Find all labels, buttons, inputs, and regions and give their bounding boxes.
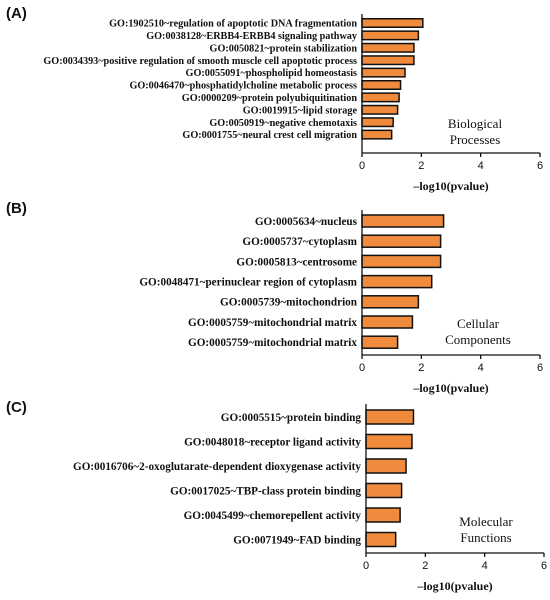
category-label: GO:0048018~receptor ligand activity <box>184 436 361 448</box>
x-tick-label: 0 <box>363 560 369 572</box>
bar <box>361 129 393 140</box>
category-labels: GO:0005634~nucleus GO:0005737~cytoplasm GO… <box>139 216 357 349</box>
x-ticks: 0 2 4 6 <box>359 355 543 374</box>
bar <box>361 254 442 269</box>
x-tick-label: 0 <box>359 160 365 172</box>
category-label: GO:0038128~ERBB4-ERBB4 signaling pathway <box>146 31 357 42</box>
category-label: GO:0000209~protein polyubiquitination <box>182 93 358 104</box>
x-ticks: 0 2 4 6 <box>363 553 547 572</box>
x-axis-title: –log10(pvalue) <box>412 381 488 395</box>
panel-b: (B) GO:0005634~nucleus GO:0005737~cytopla… <box>6 200 543 395</box>
category-label: GO:0017025~TBP-class protein binding <box>170 485 361 497</box>
bar <box>361 18 424 28</box>
bar <box>361 92 400 103</box>
category-label: GO:0005759~mitochondrial matrix <box>188 317 357 329</box>
category-label: GO:0005634~nucleus <box>255 216 358 228</box>
bar <box>365 507 401 523</box>
annotation-line-2: Processes <box>450 132 501 147</box>
panel-label: (B) <box>6 200 27 217</box>
bar <box>361 117 394 128</box>
x-ticks: 0 2 4 6 <box>359 153 543 172</box>
x-tick-label: 2 <box>418 160 424 172</box>
category-label: GO:0005515~protein binding <box>221 412 362 424</box>
category-label: GO:1902510~regulation of apoptotic DNA f… <box>109 19 357 30</box>
panel-label: (A) <box>6 5 27 22</box>
x-tick-label: 2 <box>422 560 428 572</box>
bar <box>361 42 415 53</box>
category-label: GO:0005739~mitochondrion <box>220 297 358 309</box>
bar <box>365 458 407 474</box>
x-tick-label: 2 <box>418 362 424 374</box>
annotation-line-1: Cellular <box>457 316 500 331</box>
bar <box>361 214 445 228</box>
bars <box>361 18 424 140</box>
category-label: GO:0005813~centrosome <box>236 256 357 268</box>
category-labels: GO:1902510~regulation of apoptotic DNA f… <box>43 19 357 142</box>
x-axis-title: –log10(pvalue) <box>412 179 488 193</box>
bar <box>365 409 415 425</box>
category-label: GO:0055091~phospholipid homeostasis <box>186 68 357 79</box>
category-label: GO:0001755~neural crest cell migration <box>182 130 357 141</box>
bar <box>361 295 420 309</box>
category-label: GO:0019915~lipid storage <box>243 105 358 116</box>
x-tick-label: 6 <box>541 560 547 572</box>
x-tick-label: 6 <box>537 362 543 374</box>
category-label: GO:0005737~cytoplasm <box>242 236 357 248</box>
x-tick-label: 4 <box>478 362 484 374</box>
bars <box>365 409 415 548</box>
bar <box>361 30 420 41</box>
category-label: GO:0016706~2-oxoglutarate-dependent diox… <box>73 461 361 473</box>
category-label: GO:0050919~negative chemotaxis <box>209 118 357 129</box>
panel-a: (A) GO:1902510~regulation of apoptotic D… <box>6 5 543 193</box>
panel-c: (C) GO:0005515~protein binding GO:0048018… <box>6 399 547 593</box>
category-label: GO:0045499~chemorepellent activity <box>184 510 362 522</box>
category-labels: GO:0005515~protein binding GO:0048018~rec… <box>73 412 361 546</box>
category-label: GO:0048471~perinuclear region of cytopla… <box>139 277 357 289</box>
bar <box>365 531 397 548</box>
bar <box>361 55 415 66</box>
x-axis-title: –log10(pvalue) <box>416 579 492 593</box>
bars <box>361 214 445 349</box>
bar <box>361 80 402 90</box>
bar <box>361 104 399 115</box>
bar <box>361 67 406 78</box>
bar <box>361 315 414 329</box>
bar <box>361 234 442 248</box>
category-label: GO:0046470~phosphatidylcholine metabolic… <box>129 81 357 92</box>
bar <box>365 482 403 499</box>
annotation-line-2: Components <box>445 332 511 347</box>
category-label: GO:0071949~FAD binding <box>233 534 361 546</box>
annotation-line-1: Biological <box>448 116 503 131</box>
annotation-line-1: Molecular <box>459 514 513 529</box>
bar <box>365 433 413 450</box>
category-label: GO:0034393~positive regulation of smooth… <box>43 56 357 67</box>
x-tick-label: 4 <box>482 560 488 572</box>
x-tick-label: 0 <box>359 362 365 374</box>
category-label: GO:0050821~protein stabilization <box>210 43 358 54</box>
bar <box>361 274 433 289</box>
annotation-line-2: Functions <box>460 530 511 545</box>
bar <box>361 335 399 349</box>
x-tick-label: 6 <box>537 160 543 172</box>
panel-label: (C) <box>6 399 27 416</box>
category-label: GO:0005759~mitochondrial matrix <box>188 337 357 349</box>
x-tick-label: 4 <box>478 160 484 172</box>
